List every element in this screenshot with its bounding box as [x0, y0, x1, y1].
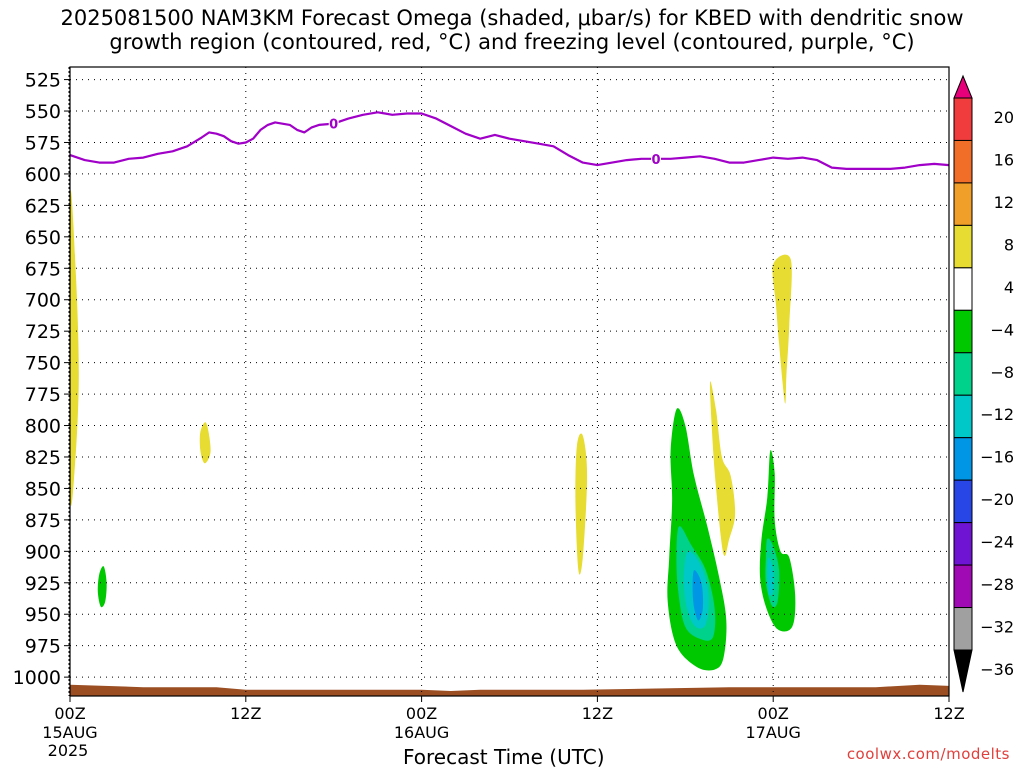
- y-tick-label-5: 650: [25, 227, 61, 249]
- omega-region-3: [709, 381, 736, 557]
- colorbar-label-12: −32: [980, 618, 1014, 637]
- terrain-fill: [70, 684, 949, 696]
- colorbar-band-8: [953, 394, 973, 439]
- colorbar-band-5: [953, 267, 973, 311]
- colorbar-band-4: [953, 224, 973, 269]
- chart-title-line2: growth region (contoured, red, °C) and f…: [109, 30, 915, 54]
- colorbar: 20 16 12 8 4 −4 −8 −12 −16 −20 −24 −28 −32 −36: [953, 74, 1014, 693]
- y-axis: 525 550 575 600 625 650 675 700 725 750 775 800 825 8…: [13, 70, 70, 689]
- y-tick-label-14: 875: [25, 510, 61, 532]
- colorbar-bottom-arrow: [953, 649, 973, 693]
- colorbar-band-9: [953, 437, 973, 481]
- y-tick-label-9: 750: [25, 353, 61, 375]
- y-tick-label-6: 675: [25, 258, 61, 280]
- omega-region-4: [772, 254, 792, 404]
- colorbar-label-6: −8: [990, 363, 1014, 382]
- y-tick-label-8: 725: [25, 321, 61, 343]
- y-tick-label-11: 800: [25, 416, 61, 438]
- colorbar-band-6: [953, 309, 973, 354]
- colorbar-label-8: −16: [980, 448, 1014, 467]
- y-tick-label-10: 775: [25, 384, 61, 406]
- colorbar-label-2: 12: [994, 193, 1014, 212]
- freezing-level-label-0: 0: [329, 118, 338, 133]
- colorbar-label-10: −24: [980, 533, 1014, 552]
- y-tick-label-13: 850: [25, 478, 61, 500]
- colorbar-label-11: −28: [980, 575, 1014, 594]
- x-tick-label-0: 00Z: [54, 704, 85, 723]
- x-tick-label-3: 12Z: [582, 704, 613, 723]
- y-tick-label-4: 625: [25, 195, 61, 217]
- x-tick-date-4: 17AUG: [745, 723, 800, 742]
- plot-frame: [69, 66, 950, 697]
- omega-region-11: [767, 557, 774, 596]
- y-tick-label-16: 925: [25, 573, 61, 595]
- y-tick-label-0: 525: [25, 70, 61, 92]
- freezing-level-label-1: 0: [651, 153, 660, 168]
- y-tick-label-7: 700: [25, 290, 61, 312]
- plot-area: 00: [68, 66, 950, 697]
- colorbar-band-3: [953, 182, 973, 226]
- y-tick-label-19: 1000: [13, 667, 61, 689]
- x-tick-date-2: 16AUG: [394, 723, 449, 742]
- omega-region-5: [97, 566, 107, 608]
- chart-title-line1: 2025081500 NAM3KM Forecast Omega (shaded…: [60, 6, 964, 30]
- colorbar-label-7: −12: [980, 405, 1014, 424]
- x-tick-label-1: 12Z: [230, 704, 261, 723]
- y-tick-label-12: 825: [25, 447, 61, 469]
- x-tick-date-0: 15AUG: [42, 723, 97, 742]
- colorbar-band-2: [953, 139, 973, 184]
- x-tick-label-2: 00Z: [406, 704, 437, 723]
- credit-text: coolwx.com/modelts: [846, 745, 1010, 763]
- omega-region-0: [70, 190, 79, 506]
- y-tick-label-15: 900: [25, 541, 61, 563]
- colorbar-label-0: 20: [994, 108, 1014, 127]
- colorbar-label-3: 8: [1004, 235, 1014, 254]
- colorbar-label-1: 16: [994, 150, 1014, 169]
- omega-region-7: [759, 450, 796, 632]
- y-tick-label-18: 975: [25, 636, 61, 658]
- x-tick-label-4: 00Z: [758, 704, 789, 723]
- x-tick-year-0: 2025: [48, 741, 89, 760]
- chart-title: 2025081500 NAM3KM Forecast Omega (shaded…: [0, 6, 1024, 54]
- colorbar-label-13: −36: [980, 660, 1014, 679]
- y-tick-label-2: 575: [25, 132, 61, 154]
- colorbar-label-9: −20: [980, 490, 1014, 509]
- y-tick-label-3: 600: [25, 164, 61, 186]
- plot-content: 00: [70, 67, 949, 696]
- y-tick-label-17: 950: [25, 604, 61, 626]
- freezing-level-line: [70, 111, 949, 170]
- freezing-label-bg-1: [651, 151, 661, 166]
- colorbar-label-4: 4: [1004, 278, 1014, 297]
- colorbar-label-5: −4: [990, 320, 1014, 339]
- x-tick-label-5: 12Z: [933, 704, 964, 723]
- y-tick-label-1: 550: [25, 101, 61, 123]
- omega-region-1: [199, 422, 211, 464]
- colorbar-band-10: [953, 479, 973, 524]
- omega-region-2: [575, 433, 588, 575]
- colorbar-band-13: [953, 607, 973, 651]
- colorbar-band-12: [953, 564, 973, 609]
- colorbar-band-1: [953, 97, 973, 141]
- freezing-label-bg-0: [328, 116, 339, 131]
- colorbar-band-11: [953, 522, 973, 566]
- x-axis-label: Forecast Time (UTC): [403, 745, 605, 769]
- colorbar-top-arrow: [953, 74, 973, 99]
- colorbar-band-7: [953, 352, 973, 396]
